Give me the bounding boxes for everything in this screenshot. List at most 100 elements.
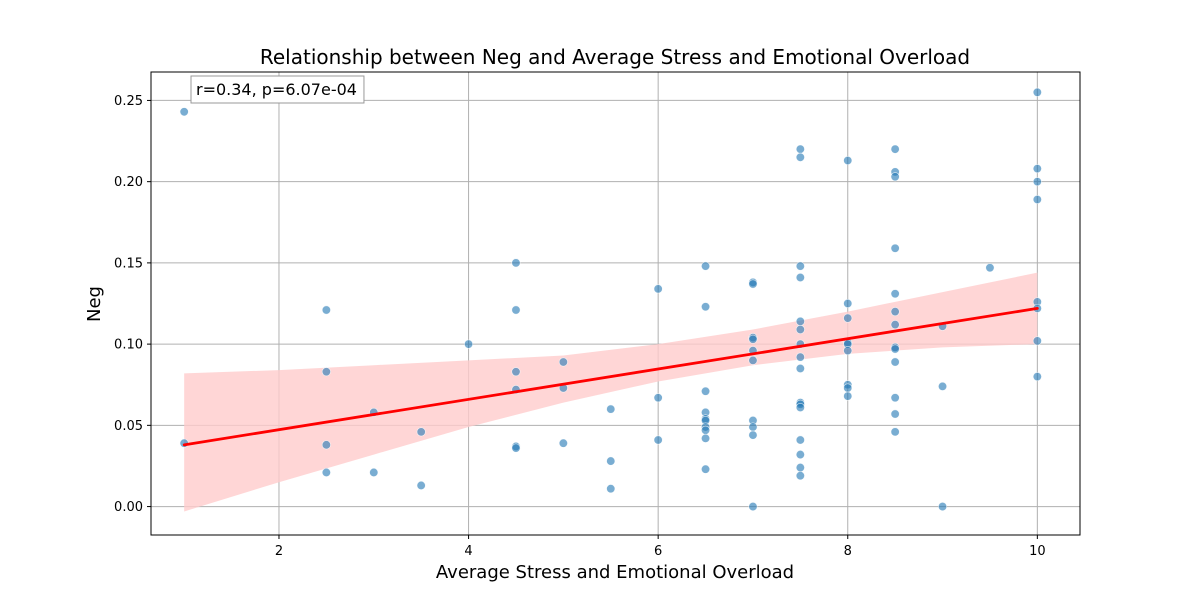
y-axis-ticks: 0.00 0.05 0.10 0.15 0.20 0.25 (114, 94, 151, 515)
scatter-point (748, 355, 758, 365)
scatter-point (795, 463, 805, 473)
scatter-point (795, 352, 805, 362)
scatter-point (843, 156, 853, 166)
scatter-point (1032, 372, 1042, 382)
x-tick-label: 6 (654, 544, 662, 559)
scatter-point (606, 456, 616, 466)
scatter-point (843, 346, 853, 356)
scatter-point (748, 430, 758, 440)
scatter-point (511, 367, 521, 377)
scatter-point (511, 443, 521, 453)
scatter-point (748, 334, 758, 344)
chart-title: Relationship between Neg and Average Str… (260, 45, 970, 69)
scatter-point (890, 144, 900, 154)
scatter-point (795, 273, 805, 283)
scatter-point (890, 307, 900, 317)
scatter-point (795, 471, 805, 481)
grid-lines (151, 72, 1080, 535)
scatter-point (653, 284, 663, 294)
scatter-point (701, 433, 711, 443)
scatter-point (701, 302, 711, 312)
scatter-point (795, 450, 805, 460)
scatter-point (653, 393, 663, 403)
scatter-point (748, 422, 758, 432)
scatter-point (890, 172, 900, 182)
scatter-point (843, 383, 853, 393)
scatter-point (179, 107, 189, 117)
scatter-point (416, 427, 426, 437)
scatter-point (1032, 87, 1042, 97)
scatter-point (1032, 336, 1042, 346)
scatter-point (890, 409, 900, 419)
scatter-point (1032, 177, 1042, 187)
scatter-point (511, 258, 521, 268)
scatter-point (558, 357, 568, 367)
scatter-point (653, 435, 663, 445)
scatter-point (795, 144, 805, 154)
scatter-point (416, 480, 426, 490)
y-tick-label: 0.05 (114, 419, 143, 434)
scatter-point (985, 263, 995, 273)
scatter-point (890, 357, 900, 367)
scatter-point (890, 289, 900, 299)
scatter-point (321, 367, 331, 377)
scatter-point (890, 393, 900, 403)
scatter-point (843, 313, 853, 323)
scatter-point (701, 386, 711, 396)
scatter-point (843, 391, 853, 401)
x-tick-label: 8 (844, 544, 852, 559)
scatter-point (795, 435, 805, 445)
scatter-points (179, 87, 1042, 512)
confidence-interval-band (184, 272, 1038, 512)
regression-line (182, 306, 1039, 447)
scatter-point (938, 502, 948, 512)
scatter-point (464, 339, 474, 349)
correlation-annotation: r=0.34, p=6.07e-04 (196, 80, 357, 99)
x-axis-label: Average Stress and Emotional Overload (436, 562, 794, 583)
scatter-point (795, 402, 805, 412)
annotation-box: r=0.34, p=6.07e-04 (190, 75, 365, 104)
scatter-point (321, 467, 331, 477)
scatter-point (1032, 195, 1042, 205)
scatter-point (795, 152, 805, 162)
y-tick-label: 0.20 (114, 175, 143, 190)
y-tick-label: 0.15 (114, 256, 143, 271)
scatter-point (795, 324, 805, 334)
scatter-point (701, 425, 711, 435)
y-axis-label: Neg (84, 286, 105, 322)
x-axis-ticks: 2 4 6 8 10 (275, 535, 1046, 559)
scatter-point (321, 440, 331, 450)
scatter-point (795, 363, 805, 373)
scatter-point (606, 484, 616, 494)
plot-frame (150, 71, 1081, 536)
regression-line-layer (182, 306, 1039, 447)
annotation-background (190, 75, 365, 104)
scatter-point (701, 464, 711, 474)
x-tick-label: 2 (275, 544, 283, 559)
scatter-point (606, 404, 616, 414)
scatter-point (890, 320, 900, 330)
y-tick-label: 0.10 (114, 338, 143, 353)
scatter-point (890, 344, 900, 354)
scatter-point (890, 427, 900, 437)
scatter-point (1032, 164, 1042, 174)
scatter-point (701, 261, 711, 271)
scatter-point (843, 298, 853, 308)
scatter-point (511, 305, 521, 315)
x-tick-label: 10 (1029, 544, 1046, 559)
y-tick-label: 0.25 (114, 94, 143, 109)
scatter-point (369, 467, 379, 477)
scatter-point (558, 438, 568, 448)
y-tick-label: 0.00 (114, 500, 143, 515)
scatter-point (938, 381, 948, 391)
x-tick-label: 4 (464, 544, 472, 559)
confidence-band (184, 272, 1038, 512)
scatter-point (748, 279, 758, 289)
scatter-point (795, 316, 805, 326)
scatter-point (748, 502, 758, 512)
scatter-point (890, 243, 900, 253)
scatter-point (321, 305, 331, 315)
scatter-point (795, 261, 805, 271)
